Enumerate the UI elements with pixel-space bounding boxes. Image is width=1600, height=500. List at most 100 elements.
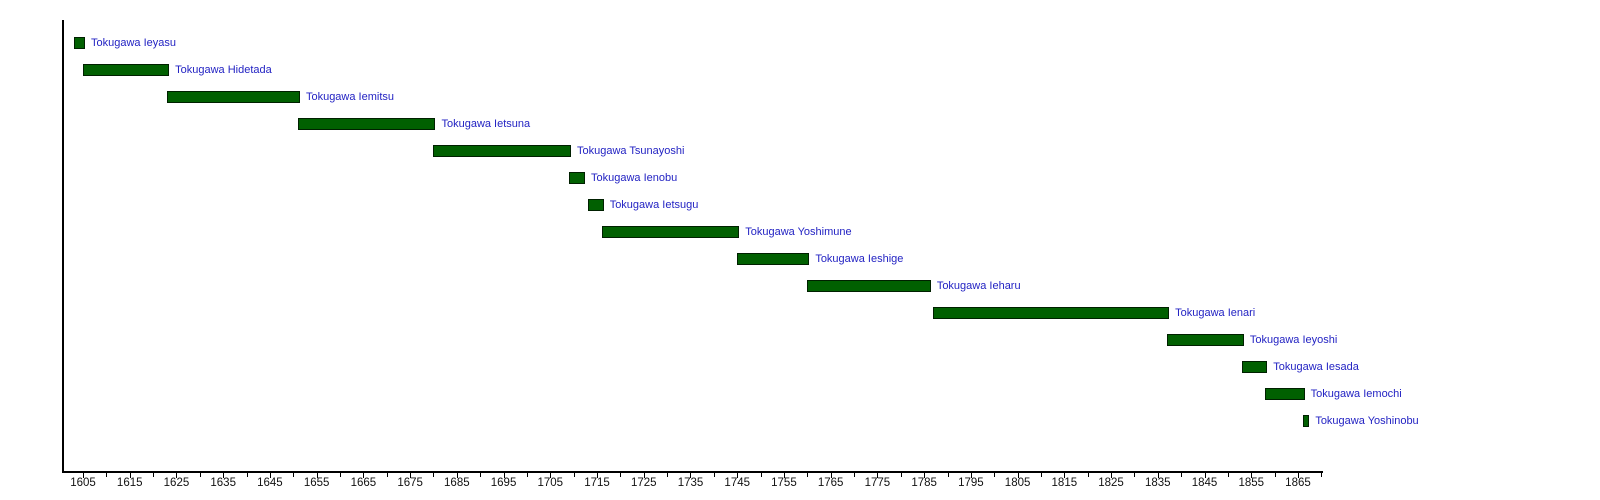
x-axis-minor-tick bbox=[199, 473, 201, 477]
x-axis-minor-tick bbox=[713, 473, 715, 477]
x-axis-minor-tick bbox=[153, 473, 155, 477]
x-axis-tick-label: 1835 bbox=[1144, 477, 1171, 489]
reign-bar bbox=[167, 91, 300, 103]
x-axis-minor-tick bbox=[340, 473, 341, 477]
x-axis-major-tick bbox=[737, 473, 739, 478]
shogun-name-link[interactable]: Tokugawa Hidetada bbox=[175, 64, 272, 76]
x-axis-minor-tick bbox=[1087, 473, 1089, 477]
shogun-name-link[interactable]: Tokugawa Ieharu bbox=[936, 280, 1021, 292]
x-axis-tick-label: 1755 bbox=[771, 477, 797, 489]
x-axis-major-tick bbox=[1204, 473, 1206, 478]
shogun-name-link[interactable]: Tokugawa Ietsuna bbox=[441, 118, 531, 130]
shogun-name-link[interactable]: Tokugawa Iemitsu bbox=[305, 91, 394, 103]
x-axis-major-tick bbox=[1251, 473, 1253, 478]
reign-bar bbox=[1241, 361, 1268, 373]
x-axis-minor-tick bbox=[433, 473, 435, 477]
reign-bar bbox=[1302, 415, 1310, 427]
y-axis-line bbox=[62, 20, 64, 473]
x-axis-tick-label: 1855 bbox=[1238, 477, 1265, 489]
x-axis-major-tick bbox=[316, 473, 318, 478]
x-axis-tick-label: 1745 bbox=[724, 477, 751, 489]
x-axis-tick-label: 1645 bbox=[257, 477, 283, 489]
x-axis-major-tick bbox=[597, 473, 599, 478]
reign-bar bbox=[737, 253, 810, 265]
reign-bar bbox=[601, 226, 740, 238]
x-axis-major-tick bbox=[269, 473, 271, 478]
x-axis-minor-tick bbox=[480, 473, 482, 477]
x-axis-major-tick bbox=[176, 473, 178, 478]
reign-bar bbox=[297, 118, 436, 130]
x-axis-tick-label: 1705 bbox=[537, 477, 564, 489]
x-axis-minor-tick bbox=[667, 473, 669, 477]
x-axis-tick-label: 1615 bbox=[116, 477, 143, 489]
x-axis-tick-label: 1725 bbox=[630, 477, 657, 489]
x-axis-tick-label: 1715 bbox=[584, 477, 610, 489]
shogun-name-link[interactable]: Tokugawa Ienobu bbox=[591, 172, 678, 184]
reign-bar bbox=[1167, 334, 1244, 346]
x-axis-major-tick bbox=[643, 473, 645, 478]
reign-bar bbox=[587, 199, 604, 211]
x-axis-tick-label: 1865 bbox=[1285, 477, 1311, 489]
x-axis-major-tick bbox=[83, 473, 84, 478]
x-axis-minor-tick bbox=[807, 473, 809, 477]
reign-bar bbox=[933, 307, 1170, 319]
shogun-name-link[interactable]: Tokugawa Tsunayoshi bbox=[576, 145, 685, 157]
x-axis-major-tick bbox=[1064, 473, 1066, 478]
x-axis-minor-tick bbox=[246, 473, 248, 477]
shogun-name-link[interactable]: Tokugawa Ieshige bbox=[815, 253, 904, 265]
x-axis-tick-label: 1655 bbox=[303, 477, 330, 489]
x-axis-major-tick bbox=[783, 473, 785, 478]
x-axis-major-tick bbox=[1157, 473, 1159, 478]
x-axis-minor-tick bbox=[106, 473, 108, 477]
x-axis-major-tick bbox=[1111, 473, 1113, 478]
x-axis-tick-label: 1765 bbox=[817, 477, 844, 489]
x-axis-minor-tick bbox=[293, 473, 295, 477]
shogun-name-link[interactable]: Tokugawa Iesada bbox=[1273, 361, 1359, 373]
x-axis-major-tick bbox=[363, 473, 365, 478]
x-axis-minor-tick bbox=[620, 473, 622, 477]
x-axis-minor-tick bbox=[947, 473, 949, 477]
x-axis-major-tick bbox=[1017, 473, 1019, 478]
x-axis-major-tick bbox=[830, 473, 832, 478]
x-axis-tick-label: 1805 bbox=[1004, 477, 1031, 489]
x-axis-major-tick bbox=[503, 473, 505, 478]
shogun-name-link[interactable]: Tokugawa Ienari bbox=[1175, 307, 1256, 319]
shogun-name-link[interactable]: Tokugawa Yoshimune bbox=[745, 226, 852, 238]
x-axis-tick-label: 1625 bbox=[163, 477, 190, 489]
x-axis-tick-label: 1675 bbox=[397, 477, 423, 489]
x-axis-minor-tick bbox=[900, 473, 902, 477]
x-axis-tick-label: 1635 bbox=[210, 477, 236, 489]
x-axis-minor-tick bbox=[1181, 473, 1183, 477]
x-axis-tick-label: 1685 bbox=[444, 477, 470, 489]
x-axis-tick-label: 1775 bbox=[864, 477, 891, 489]
x-axis-minor-tick bbox=[854, 473, 856, 477]
x-axis-line bbox=[62, 471, 1324, 473]
x-axis-minor-tick bbox=[1274, 473, 1276, 477]
shogun-name-link[interactable]: Tokugawa Yoshinobu bbox=[1315, 415, 1419, 427]
x-axis-major-tick bbox=[970, 473, 972, 478]
x-axis-tick-label: 1735 bbox=[677, 477, 704, 489]
shogun-name-link[interactable]: Tokugawa Iemochi bbox=[1310, 388, 1402, 400]
x-axis-tick-label: 1695 bbox=[490, 477, 517, 489]
reign-bar bbox=[433, 145, 571, 157]
x-axis-major-tick bbox=[690, 473, 692, 478]
x-axis-tick-label: 1845 bbox=[1191, 477, 1218, 489]
shogun-name-link[interactable]: Tokugawa Ieyasu bbox=[91, 37, 176, 49]
x-axis-tick-label: 1605 bbox=[70, 477, 96, 489]
x-axis-minor-tick bbox=[386, 473, 388, 477]
x-axis-tick-label: 1795 bbox=[958, 477, 984, 489]
x-axis-major-tick bbox=[129, 473, 131, 478]
reign-bar bbox=[568, 172, 585, 184]
x-axis-tick-label: 1825 bbox=[1098, 477, 1124, 489]
reign-bar bbox=[1265, 388, 1305, 400]
shogun-name-link[interactable]: Tokugawa Ietsugu bbox=[609, 199, 699, 211]
x-axis-minor-tick bbox=[760, 473, 762, 477]
x-axis-major-tick bbox=[550, 473, 552, 478]
reign-bar bbox=[807, 280, 931, 292]
reign-bar bbox=[83, 64, 170, 76]
shogun-name-link[interactable]: Tokugawa Ieyoshi bbox=[1249, 334, 1338, 346]
x-axis-major-tick bbox=[223, 473, 225, 478]
x-axis-major-tick bbox=[877, 473, 879, 478]
x-axis-minor-tick bbox=[573, 473, 575, 477]
